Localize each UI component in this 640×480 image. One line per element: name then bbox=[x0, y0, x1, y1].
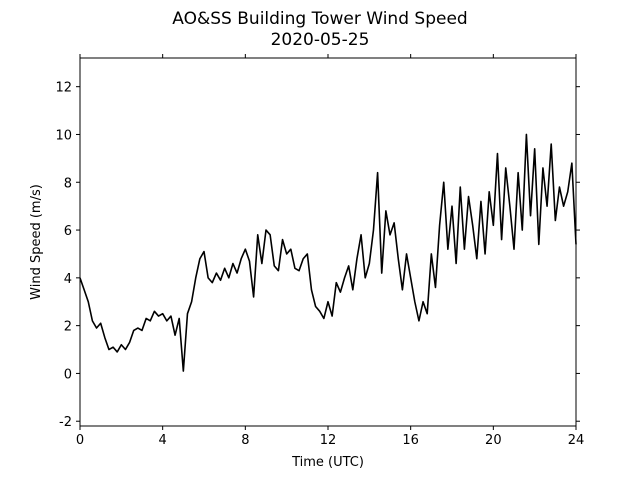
x-tick-label: 12 bbox=[320, 433, 337, 448]
x-tick-label: 16 bbox=[402, 433, 419, 448]
x-tick-label: 24 bbox=[568, 433, 585, 448]
y-tick-label: 4 bbox=[64, 272, 72, 287]
y-axis-label: Wind Speed (m/s) bbox=[29, 184, 44, 300]
y-tick-label: 0 bbox=[64, 367, 72, 382]
y-tick-label: 6 bbox=[64, 224, 72, 239]
axes-frame bbox=[79, 57, 577, 427]
line-series bbox=[79, 133, 577, 372]
y-tick-label: 8 bbox=[64, 176, 72, 191]
chart-title: AO&SS Building Tower Wind Speed bbox=[172, 9, 467, 29]
x-axis-label: Time (UTC) bbox=[291, 455, 364, 470]
x-tick-label: 8 bbox=[241, 433, 249, 448]
y-tick-label: 10 bbox=[55, 128, 72, 143]
x-tick-label: 0 bbox=[76, 433, 84, 448]
chart-subtitle: 2020-05-25 bbox=[271, 30, 370, 50]
y-tick-label: 2 bbox=[64, 320, 72, 335]
y-tick-label: 12 bbox=[55, 81, 72, 96]
x-tick-label: 20 bbox=[485, 433, 502, 448]
x-tick-label: 4 bbox=[159, 433, 167, 448]
y-tick-label: -2 bbox=[59, 415, 72, 430]
